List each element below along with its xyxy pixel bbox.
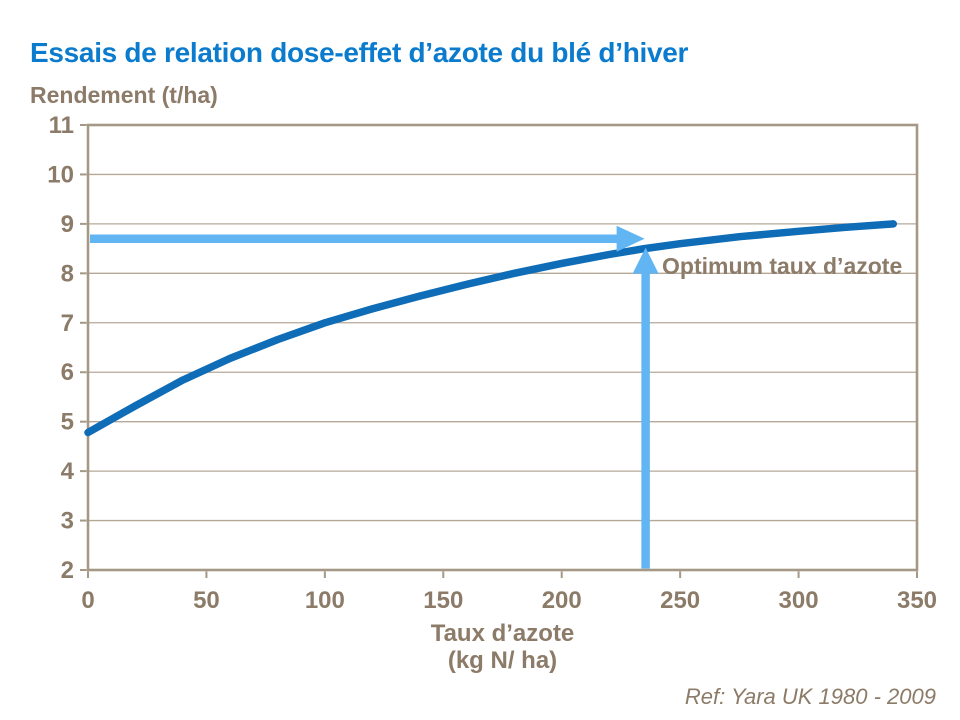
x-tick-label-350: 350 xyxy=(897,587,937,614)
optimum-annotation-label: Optimum taux d’azote xyxy=(662,253,903,279)
y-tick-label-5: 5 xyxy=(61,409,74,436)
plot-border xyxy=(86,123,919,572)
optimum-horizontal-arrow-head xyxy=(616,225,645,252)
reference-text: Ref: Yara UK 1980 - 2009 xyxy=(684,684,936,709)
y-axis-title: Rendement (t/ha) xyxy=(30,82,218,108)
x-tick-label-250: 250 xyxy=(660,587,700,614)
y-tick-label-10: 10 xyxy=(47,161,74,188)
y-tick-label-3: 3 xyxy=(61,508,74,535)
optimum-vertical-arrow-head xyxy=(632,247,659,274)
dose-response-curve xyxy=(84,220,898,437)
y-tick-label-8: 8 xyxy=(61,260,74,287)
y-tick-label-6: 6 xyxy=(61,359,74,386)
x-tick-label-150: 150 xyxy=(423,587,463,614)
x-tick-label-50: 50 xyxy=(193,587,220,614)
y-tick-label-2: 2 xyxy=(61,557,74,584)
y-tick-label-7: 7 xyxy=(61,310,74,337)
x-tick-label-0: 0 xyxy=(81,587,94,614)
x-tick-label-200: 200 xyxy=(542,587,582,614)
x-tick-label-100: 100 xyxy=(305,587,345,614)
page-title: Essais de relation dose-effet d’azote du… xyxy=(30,36,689,68)
x-tick-label-300: 300 xyxy=(779,587,819,614)
y-tick-label-9: 9 xyxy=(61,211,74,238)
x-axis-title: Taux d’azote (kg N/ ha) xyxy=(88,620,917,674)
x-axis-title-line1: Taux d’azote xyxy=(430,620,575,647)
y-tick-label-11: 11 xyxy=(49,112,74,139)
y-tick-label-4: 4 xyxy=(61,458,75,485)
x-axis-title-line2: (kg N/ ha) xyxy=(447,647,558,675)
